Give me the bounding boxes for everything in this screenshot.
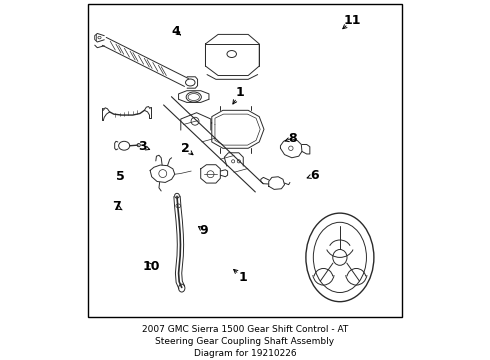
Text: 4: 4 (171, 25, 180, 38)
Text: 1: 1 (236, 86, 245, 99)
Text: 1: 1 (239, 271, 248, 284)
Text: 7: 7 (113, 200, 121, 213)
Text: 6: 6 (310, 169, 319, 182)
Text: 10: 10 (143, 260, 160, 273)
Text: 9: 9 (199, 224, 208, 237)
Text: 2: 2 (180, 142, 189, 155)
Text: 2007 GMC Sierra 1500 Gear Shift Control - AT
Steering Gear Coupling Shaft Assemb: 2007 GMC Sierra 1500 Gear Shift Control … (142, 325, 348, 358)
Text: 5: 5 (116, 170, 124, 183)
Text: 11: 11 (344, 14, 361, 27)
Text: 8: 8 (288, 132, 297, 145)
Text: 3: 3 (138, 140, 147, 153)
